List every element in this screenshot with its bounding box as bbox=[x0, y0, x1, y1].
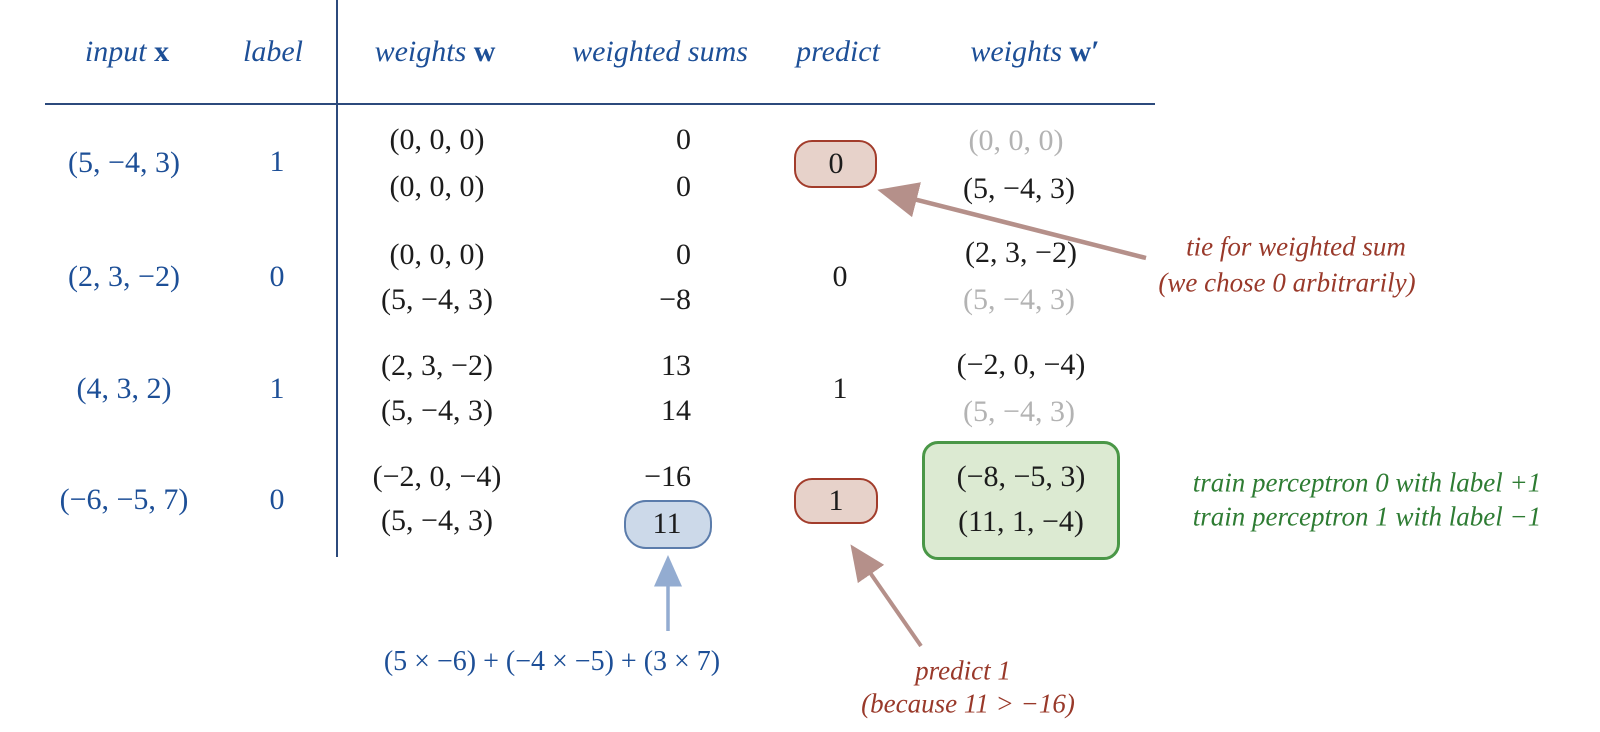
input-cell: (4, 3, 2) bbox=[76, 372, 172, 405]
predict-cell: 0 bbox=[832, 260, 848, 293]
weighted-sum-11-highlight-box bbox=[624, 500, 712, 549]
label-cell: 0 bbox=[269, 260, 285, 293]
weights-cell: (0, 0, 0) bbox=[389, 238, 485, 271]
col-header-weights-word: weights bbox=[374, 35, 467, 68]
weights-cell: (5, −4, 3) bbox=[381, 283, 493, 316]
input-cell: (−6, −5, 7) bbox=[59, 483, 189, 516]
header-divider-line bbox=[45, 103, 1155, 105]
col-header-predict: predict bbox=[796, 35, 880, 68]
weights-prime-cell: (−8, −5, 3) bbox=[956, 460, 1086, 493]
col-header-weights-prime-symbol: w′ bbox=[1069, 35, 1100, 68]
weighted-sum-cell: −16 bbox=[644, 460, 691, 493]
tie-note-line2: (we chose 0 arbitrarily) bbox=[1158, 267, 1416, 298]
weighted-sum-cell: 0 bbox=[676, 170, 691, 203]
weights-cell: (2, 3, −2) bbox=[381, 349, 493, 382]
col-header-input-symbol: x bbox=[154, 35, 170, 68]
col-header-label: label bbox=[243, 35, 303, 68]
col-header-weighted-sums: weighted sums bbox=[572, 35, 748, 68]
predict-tie-highlight-box bbox=[794, 140, 877, 188]
train-note-line1: train perceptron 0 with label +1 bbox=[1192, 467, 1542, 498]
weights-prime-cell: (5, −4, 3) bbox=[963, 172, 1075, 205]
weighted-sum-cell-highlighted: 11 bbox=[652, 507, 682, 540]
weighted-sum-cell: −8 bbox=[659, 283, 691, 316]
predict-1-highlight-box bbox=[794, 478, 878, 524]
predict-cell: 1 bbox=[828, 484, 844, 517]
predict-cell: 1 bbox=[832, 372, 848, 405]
weights-prime-cell: (11, 1, −4) bbox=[958, 505, 1084, 538]
weights-cell: (0, 0, 0) bbox=[389, 123, 485, 156]
weights-prime-cell: (−2, 0, −4) bbox=[956, 348, 1086, 381]
col-header-input-word: input bbox=[84, 35, 147, 68]
weights-prime-cell: (0, 0, 0) bbox=[968, 124, 1064, 157]
label-cell: 1 bbox=[269, 372, 285, 405]
col-header-weights-prime: weights w′ bbox=[970, 37, 1099, 67]
label-cell: 1 bbox=[269, 145, 285, 178]
train-note-line2: train perceptron 1 with label −1 bbox=[1192, 501, 1542, 532]
weights-prime-cell: (5, −4, 3) bbox=[963, 283, 1075, 316]
weighted-sum-formula: (5 × −6) + (−4 × −5) + (3 × 7) bbox=[383, 646, 721, 677]
col-header-weights-symbol: w bbox=[473, 35, 496, 68]
predict-note-line1: predict 1 bbox=[915, 655, 1011, 686]
weighted-sum-cell: 0 bbox=[676, 238, 691, 271]
weights-cell: (−2, 0, −4) bbox=[372, 460, 502, 493]
input-cell: (2, 3, −2) bbox=[68, 260, 180, 293]
weights-prime-cell: (2, 3, −2) bbox=[965, 236, 1077, 269]
col-header-input: input x bbox=[85, 37, 169, 67]
weighted-sum-cell: 14 bbox=[661, 394, 691, 427]
weights-cell: (0, 0, 0) bbox=[389, 170, 485, 203]
label-cell: 0 bbox=[269, 483, 285, 516]
updated-weights-highlight-box bbox=[922, 441, 1120, 560]
predict-cell: 0 bbox=[828, 147, 844, 180]
tie-note-line1: tie for weighted sum bbox=[1186, 231, 1406, 262]
weights-cell: (5, −4, 3) bbox=[381, 394, 493, 427]
weights-prime-cell: (5, −4, 3) bbox=[963, 395, 1075, 428]
predict-note-line2: (because 11 > −16) bbox=[861, 688, 1075, 719]
predict-annotation-arrow bbox=[850, 544, 923, 648]
col-header-weights-prime-word: weights bbox=[970, 35, 1063, 68]
weighted-sum-cell: 0 bbox=[676, 123, 691, 156]
weights-cell: (5, −4, 3) bbox=[381, 504, 493, 537]
column-divider-line bbox=[336, 0, 338, 557]
weighted-sum-cell: 13 bbox=[661, 349, 691, 382]
input-cell: (5, −4, 3) bbox=[68, 146, 180, 179]
col-header-weights: weights w bbox=[375, 37, 496, 67]
